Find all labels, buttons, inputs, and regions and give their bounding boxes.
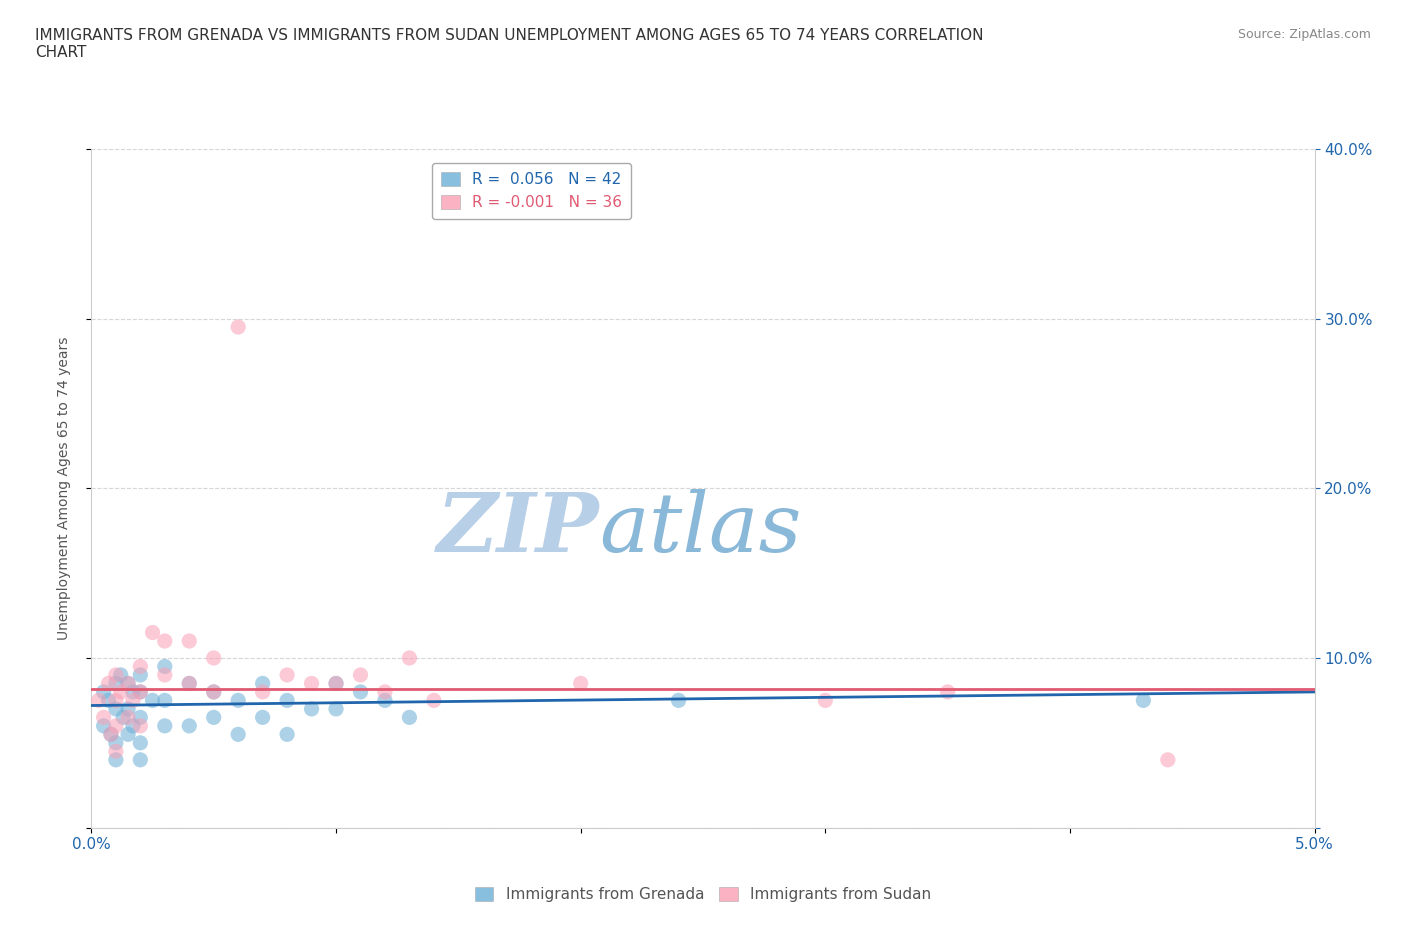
Point: [129, 684, 152, 699]
Point: [153, 693, 176, 708]
Point: [129, 736, 152, 751]
Point: [129, 719, 152, 734]
Point: [202, 684, 225, 699]
Text: Source: ZipAtlas.com: Source: ZipAtlas.com: [1237, 28, 1371, 41]
Point: [141, 693, 163, 708]
Point: [374, 684, 396, 699]
Point: [100, 727, 122, 742]
Point: [179, 633, 201, 648]
Point: [104, 668, 127, 683]
Point: [93, 710, 115, 724]
Point: [97, 693, 120, 708]
Point: [117, 710, 139, 724]
Point: [104, 752, 127, 767]
Point: [122, 693, 145, 708]
Point: [668, 693, 690, 708]
Point: [814, 693, 837, 708]
Point: [325, 701, 347, 716]
Point: [122, 684, 145, 699]
Legend: R =  0.056   N = 42, R = -0.001   N = 36: R = 0.056 N = 42, R = -0.001 N = 36: [432, 164, 631, 219]
Point: [325, 676, 347, 691]
Point: [226, 693, 249, 708]
Point: [226, 727, 249, 742]
Point: [276, 693, 298, 708]
Point: [179, 719, 201, 734]
Point: [122, 719, 145, 734]
Point: [226, 320, 249, 335]
Point: [325, 676, 347, 691]
Point: [104, 701, 127, 716]
Text: atlas: atlas: [599, 489, 801, 569]
Point: [179, 676, 201, 691]
Point: [936, 684, 959, 699]
Point: [117, 701, 139, 716]
Point: [276, 727, 298, 742]
Point: [110, 684, 132, 699]
Point: [100, 727, 122, 742]
Point: [349, 684, 371, 699]
Point: [129, 659, 152, 674]
Point: [93, 684, 115, 699]
Point: [398, 651, 420, 666]
Point: [104, 693, 127, 708]
Point: [276, 668, 298, 683]
Legend: Immigrants from Grenada, Immigrants from Sudan: Immigrants from Grenada, Immigrants from…: [468, 881, 938, 909]
Point: [153, 659, 176, 674]
Point: [129, 710, 152, 724]
Point: [129, 752, 152, 767]
Y-axis label: Unemployment Among Ages 65 to 74 years: Unemployment Among Ages 65 to 74 years: [56, 337, 70, 640]
Point: [93, 719, 115, 734]
Point: [153, 633, 176, 648]
Point: [141, 625, 163, 640]
Point: [349, 668, 371, 683]
Point: [153, 668, 176, 683]
Point: [1132, 693, 1154, 708]
Point: [252, 684, 274, 699]
Point: [569, 676, 592, 691]
Point: [202, 684, 225, 699]
Point: [179, 676, 201, 691]
Point: [104, 719, 127, 734]
Point: [112, 710, 135, 724]
Point: [117, 676, 139, 691]
Point: [117, 727, 139, 742]
Point: [398, 710, 420, 724]
Point: [129, 684, 152, 699]
Point: [87, 693, 110, 708]
Point: [1157, 752, 1180, 767]
Point: [546, 193, 568, 207]
Point: [153, 719, 176, 734]
Point: [110, 668, 132, 683]
Text: ZIP: ZIP: [436, 489, 599, 569]
Point: [301, 676, 323, 691]
Text: IMMIGRANTS FROM GRENADA VS IMMIGRANTS FROM SUDAN UNEMPLOYMENT AMONG AGES 65 TO 7: IMMIGRANTS FROM GRENADA VS IMMIGRANTS FR…: [35, 28, 984, 60]
Point: [104, 736, 127, 751]
Point: [104, 676, 127, 691]
Point: [129, 668, 152, 683]
Point: [423, 693, 446, 708]
Point: [202, 651, 225, 666]
Point: [117, 676, 139, 691]
Point: [202, 710, 225, 724]
Point: [301, 701, 323, 716]
Point: [374, 693, 396, 708]
Point: [97, 676, 120, 691]
Point: [252, 676, 274, 691]
Point: [252, 710, 274, 724]
Point: [104, 744, 127, 759]
